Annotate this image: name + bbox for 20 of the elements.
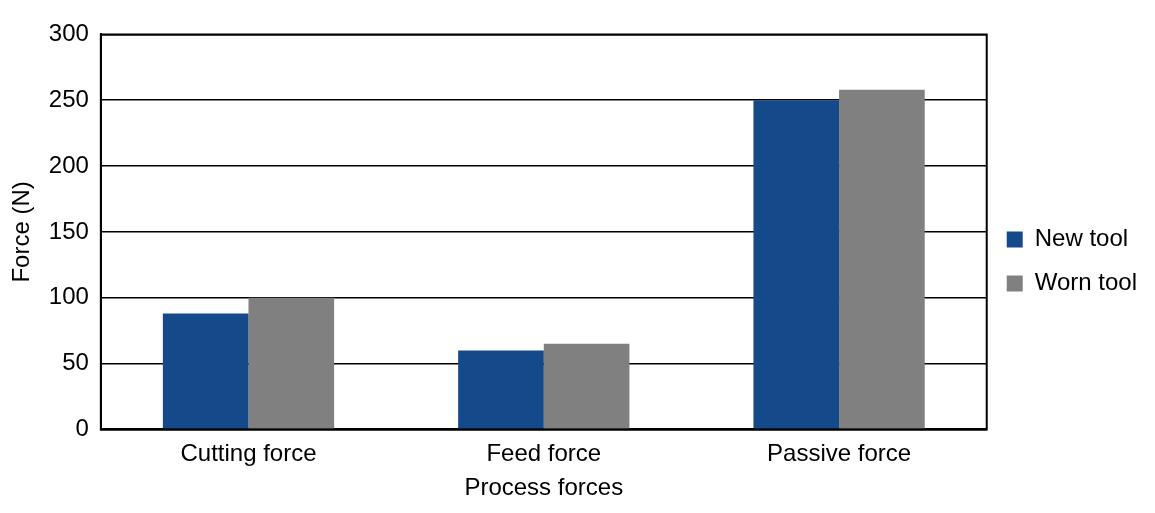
y-tick-label: 0 bbox=[75, 414, 89, 442]
bar bbox=[753, 100, 840, 429]
bar bbox=[458, 350, 544, 429]
bar bbox=[162, 313, 249, 429]
legend-label: New tool bbox=[1034, 224, 1129, 252]
bar bbox=[839, 89, 925, 429]
y-tick-label: 250 bbox=[48, 84, 89, 112]
y-tick-label: 300 bbox=[48, 19, 89, 47]
legend-label: Worn tool bbox=[1034, 268, 1138, 296]
y-axis-title: Force (N) bbox=[7, 181, 35, 283]
x-axis-title: Process forces bbox=[464, 473, 624, 501]
y-tick-label: 150 bbox=[48, 216, 89, 244]
bar bbox=[543, 343, 630, 429]
x-tick-label: Feed force bbox=[486, 439, 602, 467]
y-tick-label: 50 bbox=[62, 348, 89, 376]
bar bbox=[248, 297, 335, 429]
x-tick-label: Cutting force bbox=[180, 439, 317, 467]
x-tick-label: Passive force bbox=[767, 439, 912, 467]
y-tick-label: 100 bbox=[48, 282, 89, 310]
y-tick-label: 200 bbox=[48, 150, 89, 178]
